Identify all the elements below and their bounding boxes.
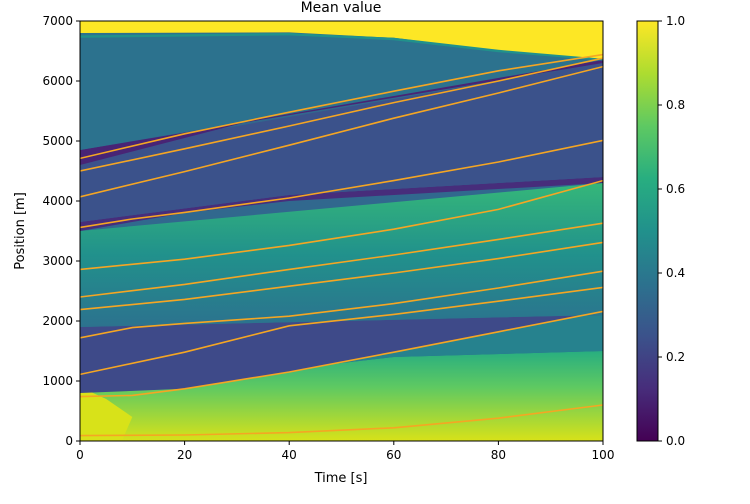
trajectory-line-6 [80, 222, 603, 298]
y-tick-label: 0 [65, 434, 73, 448]
trajectory-line-11 [80, 53, 603, 160]
heatmap-band-bottom-yellow [80, 387, 133, 441]
colorbar-tick-label: 0.4 [666, 266, 685, 280]
trajectory-lines [80, 53, 603, 437]
x-tick-label: 100 [592, 448, 615, 462]
heatmap-band-upper [80, 63, 603, 222]
x-axis-label: Time [s] [314, 471, 368, 486]
x-tick-label: 80 [491, 448, 506, 462]
heatmap-band-top-strip [80, 33, 603, 61]
y-axis-ticks: 0 1000 2000 3000 4000 5000 6000 7000 [42, 14, 80, 448]
chart-title: Mean value [301, 0, 382, 16]
heatmap-band-mid [80, 183, 603, 327]
y-tick-label: 2000 [42, 314, 73, 328]
x-tick-label: 20 [177, 448, 192, 462]
trajectory-line-7 [80, 179, 603, 271]
heatmap-band-bottom [80, 351, 603, 441]
y-tick-label: 6000 [42, 74, 73, 88]
y-axis-label: Position [m] [13, 192, 28, 270]
colorbar-tick-label: 0.0 [666, 434, 685, 448]
trajectory-line-4 [80, 270, 603, 339]
heatmap-band-top [80, 33, 603, 150]
trajectory-line-8 [80, 139, 603, 229]
heatmap-band-dark-upper [80, 60, 603, 165]
heatmap-field [80, 21, 603, 441]
trajectory-line-1 [80, 404, 603, 437]
trajectory-line-2 [80, 310, 603, 398]
x-tick-label: 60 [386, 448, 401, 462]
colorbar-tick-label: 0.6 [666, 182, 685, 196]
y-tick-label: 1000 [42, 374, 73, 388]
trajectory-line-10 [80, 57, 603, 172]
colorbar-tick-label: 0.8 [666, 98, 685, 112]
x-axis-ticks: 0 20 40 60 80 100 [76, 441, 614, 462]
colorbar [636, 20, 659, 442]
colorbar-ticks: 0.0 0.2 0.4 0.6 0.8 1.0 [658, 14, 685, 448]
y-tick-label: 5000 [42, 134, 73, 148]
trajectory-line-5 [80, 241, 603, 311]
heatmap-band-dark-mid [80, 177, 603, 231]
y-tick-label: 3000 [42, 254, 73, 268]
plot-frame [79, 20, 604, 442]
colorbar-tick-label: 1.0 [666, 14, 685, 28]
heatmap-band-dark-low [80, 311, 603, 393]
trajectory-line-9 [80, 65, 603, 198]
x-tick-label: 0 [76, 448, 84, 462]
y-tick-label: 4000 [42, 194, 73, 208]
y-tick-label: 7000 [42, 14, 73, 28]
trajectory-line-3 [80, 286, 603, 376]
x-tick-label: 40 [282, 448, 297, 462]
heatmap-band-top-yellow [80, 21, 603, 60]
colorbar-tick-label: 0.2 [666, 350, 685, 364]
